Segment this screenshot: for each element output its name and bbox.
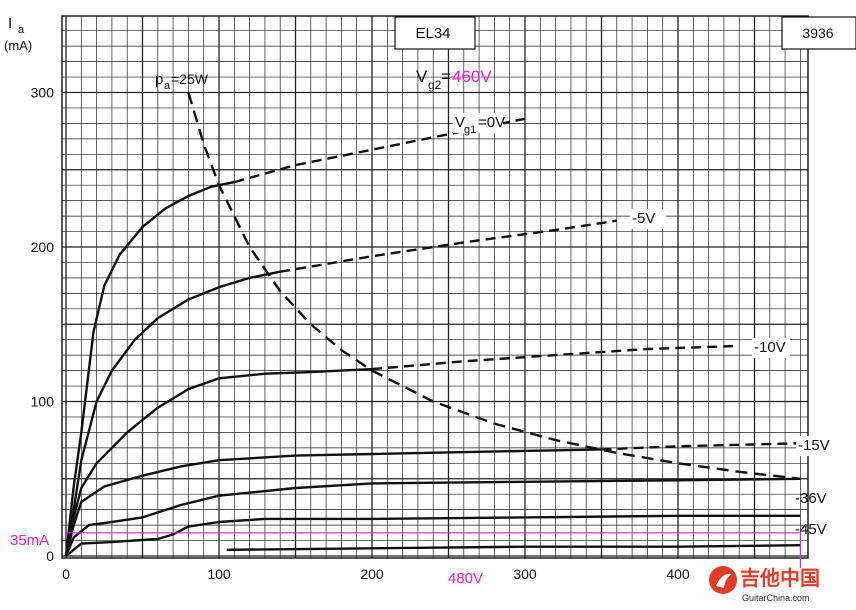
y-axis-label-unit: (mA) [4, 38, 32, 53]
reference-number: 3936 [802, 25, 833, 41]
series-line-solid [64, 477, 801, 557]
x-tick-label: 0 [62, 566, 70, 582]
series-label: -5V [632, 210, 655, 227]
y-axis-label-sub: a [18, 24, 25, 36]
power-label-symbol: p [155, 71, 163, 88]
series-label: =0V [478, 114, 505, 131]
title-box [394, 16, 476, 50]
x-tick-label: 400 [666, 566, 690, 582]
series-line-solid [226, 544, 801, 551]
condition-symbol: V [416, 67, 428, 86]
chart-grid [61, 15, 856, 559]
load-line-current-label: 35mA [10, 532, 49, 549]
series-line-dashed [280, 219, 617, 273]
series-label-bg [453, 113, 503, 133]
series-label: -10V [754, 339, 786, 356]
series-label-bg [630, 209, 666, 229]
series-label: -15V [798, 437, 830, 454]
series-line-solid [64, 448, 602, 557]
condition-sep: = [441, 67, 451, 86]
y-tick-label: 0 [46, 548, 54, 564]
condition-sub: g2 [428, 78, 442, 92]
series-label-bg [752, 338, 790, 358]
plot-frame [61, 15, 809, 559]
power-dissipation-curve [187, 92, 801, 480]
series-label-symbol: V [455, 114, 465, 131]
watermark-guitar-icon [716, 573, 732, 588]
series-line-dashed [371, 344, 740, 371]
y-axis-label-symbol: I [8, 15, 12, 32]
x-tick-label: 300 [513, 566, 537, 582]
power-label-sub: a [164, 80, 171, 92]
series-label: -36V [795, 490, 827, 507]
y-tick-label: 200 [31, 239, 55, 255]
series-line-dashed [601, 442, 801, 451]
watermark-subtext: GuitarChina.com [742, 593, 810, 603]
series-label: -45V [795, 521, 827, 538]
y-tick-label: 100 [31, 394, 55, 410]
y-tick-label: 300 [31, 85, 55, 101]
series-line-solid [64, 180, 235, 557]
guitarchina-watermark: 吉他中国 GuitarChina.com [709, 566, 820, 603]
load-line [66, 532, 802, 568]
watermark-text: 吉他中国 [740, 566, 820, 590]
series-line-solid [64, 367, 373, 557]
x-tick-label: 200 [360, 566, 384, 582]
chart-axes: 0 100 200 300 400 0 100 200 300 [31, 85, 690, 583]
chart-title: EL34 [415, 25, 450, 42]
condition-value: 460V [452, 67, 492, 86]
series-label-sub: g1 [464, 124, 476, 136]
series-line-solid [64, 270, 281, 557]
series-label-bg [796, 436, 834, 456]
power-label-value: =25W [171, 71, 209, 87]
load-line-voltage-label: 480V [448, 570, 483, 587]
x-tick-label: 100 [207, 566, 231, 582]
chart-labels: I a (mA) EL34 3936 V g2 = 460V p a =25W … [4, 15, 834, 603]
series-line-solid [65, 514, 801, 557]
ref-number-box [781, 16, 856, 50]
